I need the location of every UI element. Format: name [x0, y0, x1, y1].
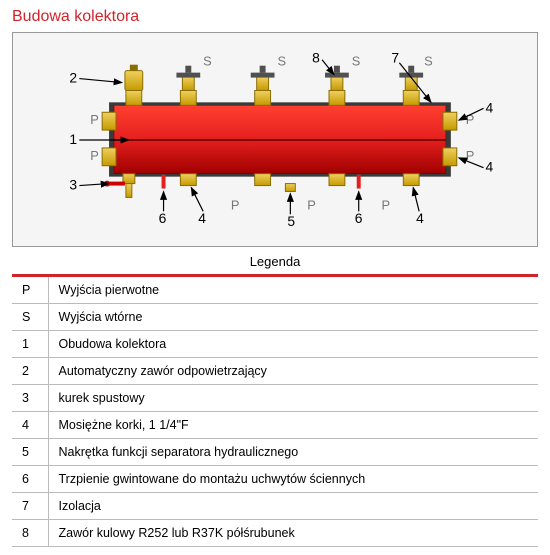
- legend-value: Wyjścia pierwotne: [48, 277, 538, 304]
- legend-key: 3: [12, 385, 48, 412]
- table-row: 6Trzpienie gwintowane do montażu uchwytó…: [12, 466, 538, 493]
- table-row: 8Zawór kulowy R252 lub R37K półśrubunek: [12, 520, 538, 547]
- legend-value: Wyjścia wtórne: [48, 304, 538, 331]
- label-P: P: [90, 148, 99, 163]
- callout-6: 6: [159, 210, 167, 226]
- label-P: P: [307, 197, 316, 212]
- collector-diagram: P P P P P P P S S S S 2 1 3 8 7 4: [12, 32, 538, 247]
- table-row: 3kurek spustowy: [12, 385, 538, 412]
- legend-key: 2: [12, 358, 48, 385]
- callout-4: 4: [486, 159, 494, 175]
- legend-key: 7: [12, 493, 48, 520]
- label-S: S: [277, 54, 286, 69]
- legend-key: S: [12, 304, 48, 331]
- legend-key: 8: [12, 520, 48, 547]
- callout-4: 4: [416, 210, 424, 226]
- diagram-svg: P P P P P P P S S S S 2 1 3 8 7 4: [13, 33, 537, 246]
- label-S: S: [352, 54, 361, 69]
- legend-value: Mosiężne korki, 1 1/4"F: [48, 412, 538, 439]
- callout-7: 7: [391, 50, 399, 66]
- callout-1: 1: [69, 131, 77, 147]
- table-row: 4Mosiężne korki, 1 1/4"F: [12, 412, 538, 439]
- air-vent: [125, 65, 143, 106]
- label-P: P: [231, 197, 240, 212]
- label-P: P: [381, 197, 390, 212]
- legend-value: Zawór kulowy R252 lub R37K półśrubunek: [48, 520, 538, 547]
- legend-key: 4: [12, 412, 48, 439]
- label-P: P: [90, 112, 99, 127]
- legend-value: Nakrętka funkcji separatora hydrauliczne…: [48, 439, 538, 466]
- table-row: 1Obudowa kolektora: [12, 331, 538, 358]
- table-row: 7Izolacja: [12, 493, 538, 520]
- table-row: SWyjścia wtórne: [12, 304, 538, 331]
- table-row: 5Nakrętka funkcji separatora hydrauliczn…: [12, 439, 538, 466]
- legend-table: PWyjścia pierwotneSWyjścia wtórne1Obudow…: [12, 277, 538, 547]
- label-S: S: [424, 54, 433, 69]
- legend-key: 6: [12, 466, 48, 493]
- drain-cock: [104, 174, 135, 198]
- callout-3: 3: [69, 177, 77, 193]
- legend-header: Legenda: [12, 249, 538, 277]
- callout-4: 4: [198, 210, 206, 226]
- legend-value: Obudowa kolektora: [48, 331, 538, 358]
- callout-5: 5: [287, 213, 295, 229]
- legend-value: Trzpienie gwintowane do montażu uchwytów…: [48, 466, 538, 493]
- callout-4: 4: [486, 99, 494, 115]
- legend-key: P: [12, 277, 48, 304]
- legend-value: Automatyczny zawór odpowietrzający: [48, 358, 538, 385]
- legend-value: kurek spustowy: [48, 385, 538, 412]
- table-row: PWyjścia pierwotne: [12, 277, 538, 304]
- callout-8: 8: [312, 50, 320, 66]
- top-valves: [176, 66, 423, 106]
- label-S: S: [203, 54, 212, 69]
- table-row: 2Automatyczny zawór odpowietrzający: [12, 358, 538, 385]
- legend-key: 1: [12, 331, 48, 358]
- callout-6: 6: [355, 210, 363, 226]
- legend-value: Izolacja: [48, 493, 538, 520]
- page-title: Budowa kolektora: [12, 8, 538, 26]
- callout-2: 2: [69, 70, 77, 86]
- legend-key: 5: [12, 439, 48, 466]
